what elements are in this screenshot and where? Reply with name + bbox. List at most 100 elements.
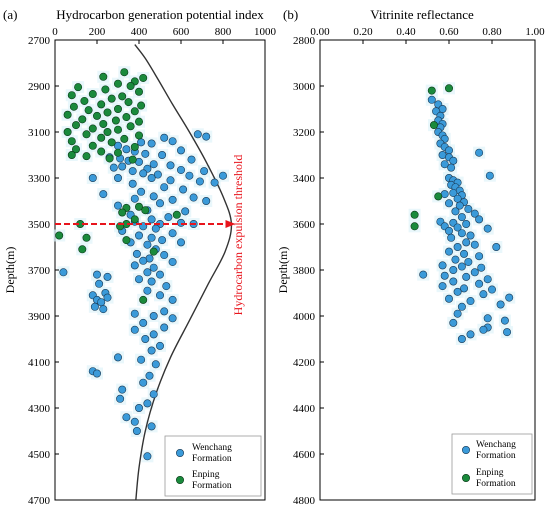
point-wenchang: [466, 297, 475, 306]
y-tick-label: 4000: [293, 311, 316, 323]
point-enping: [97, 133, 106, 142]
point-wenchang: [130, 261, 139, 270]
point-wenchang: [475, 252, 484, 261]
point-enping: [55, 231, 64, 240]
point-enping: [80, 96, 89, 105]
point-wenchang: [156, 341, 165, 350]
point-wenchang: [139, 318, 148, 327]
point-wenchang: [427, 95, 436, 104]
point-wenchang: [160, 307, 169, 316]
y-tick-label: 4100: [28, 357, 51, 369]
point-wenchang: [149, 263, 158, 272]
point-wenchang: [464, 205, 473, 214]
point-wenchang: [470, 240, 479, 249]
point-wenchang: [457, 262, 466, 271]
point-enping: [114, 105, 123, 114]
point-enping: [128, 155, 137, 164]
point-wenchang: [438, 282, 447, 291]
point-enping: [74, 83, 83, 92]
point-wenchang: [147, 215, 156, 224]
point-enping: [103, 128, 112, 137]
point-wenchang: [462, 272, 471, 281]
point-wenchang: [122, 145, 131, 154]
point-enping: [88, 124, 97, 133]
panel-b-legend-marker-wenchang: [461, 445, 470, 454]
point-wenchang: [143, 399, 152, 408]
point-wenchang: [444, 294, 453, 303]
point-wenchang: [130, 325, 139, 334]
point-wenchang: [457, 334, 466, 343]
point-wenchang: [143, 240, 152, 249]
point-wenchang: [168, 314, 177, 323]
point-wenchang: [99, 305, 108, 314]
point-enping: [120, 68, 129, 77]
point-wenchang: [483, 224, 492, 233]
point-wenchang: [147, 277, 156, 286]
point-wenchang: [479, 290, 488, 299]
point-enping: [429, 121, 438, 130]
point-enping: [427, 86, 436, 95]
panel-b-points: [410, 84, 514, 343]
point-enping: [88, 90, 97, 99]
y-tick-label: 3300: [28, 173, 51, 185]
point-enping: [88, 141, 97, 150]
point-wenchang: [149, 160, 158, 169]
point-enping: [107, 94, 116, 103]
point-wenchang: [479, 325, 488, 334]
panel-b-y-ticks: 2800 3000 3200 3400 3600 3800 4000 4200 4400 4600…: [293, 35, 324, 507]
point-wenchang: [460, 284, 469, 293]
point-wenchang: [470, 268, 479, 277]
point-wenchang: [187, 155, 196, 164]
y-tick-label: 3900: [28, 311, 51, 323]
point-enping: [114, 79, 123, 88]
panel-a-letter: (a): [3, 7, 17, 22]
point-enping: [444, 84, 453, 93]
x-tick-label: 0.80: [482, 26, 502, 38]
point-wenchang: [500, 316, 509, 325]
point-wenchang: [447, 233, 456, 242]
point-enping: [78, 115, 87, 124]
point-enping: [111, 116, 120, 125]
point-wenchang: [475, 215, 484, 224]
point-enping: [93, 111, 102, 120]
point-enping: [69, 102, 78, 111]
point-wenchang: [181, 207, 190, 216]
x-tick-label: 400: [131, 26, 148, 38]
point-enping: [99, 119, 108, 128]
point-wenchang: [438, 261, 447, 270]
point-wenchang: [137, 187, 146, 196]
y-tick-label: 4300: [28, 403, 51, 415]
y-tick-label: 3100: [28, 127, 51, 139]
point-enping: [137, 101, 146, 110]
point-wenchang: [114, 174, 123, 183]
point-wenchang: [160, 251, 169, 260]
x-tick-label: 0.40: [396, 26, 416, 38]
point-wenchang: [185, 171, 194, 180]
point-wenchang: [457, 213, 466, 222]
point-wenchang: [139, 256, 148, 265]
point-wenchang: [475, 148, 484, 157]
x-tick-label: 600: [173, 26, 190, 38]
point-wenchang: [444, 247, 453, 256]
point-wenchang: [103, 293, 112, 302]
point-wenchang: [200, 167, 209, 176]
panel-a-points: [55, 68, 228, 461]
point-wenchang: [145, 371, 154, 380]
point-wenchang: [210, 178, 219, 187]
point-wenchang: [135, 231, 144, 240]
point-wenchang: [453, 309, 462, 318]
panel-b-legend-label-enping-1: Enping: [476, 468, 504, 478]
panel-a-ylabel: Depth(m): [3, 247, 17, 294]
point-wenchang: [453, 243, 462, 252]
y-tick-label: 4600: [293, 449, 316, 461]
point-wenchang: [179, 185, 188, 194]
point-enping: [135, 117, 144, 126]
point-enping: [141, 206, 150, 215]
point-wenchang: [444, 146, 453, 155]
point-wenchang: [153, 170, 162, 179]
point-wenchang: [475, 279, 484, 288]
point-wenchang: [483, 314, 492, 323]
point-wenchang: [453, 287, 462, 296]
point-wenchang: [505, 293, 514, 302]
